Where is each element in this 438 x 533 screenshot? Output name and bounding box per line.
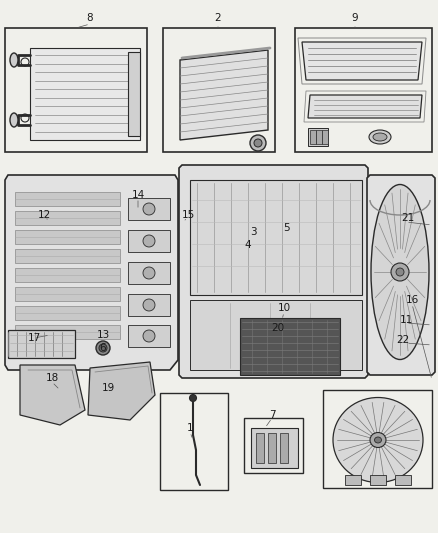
Bar	[15, 325, 120, 339]
Text: 20: 20	[272, 323, 285, 333]
Ellipse shape	[374, 437, 381, 443]
Bar	[228, 222, 256, 266]
Text: 12: 12	[37, 210, 51, 220]
Bar	[160, 393, 228, 490]
Bar	[128, 198, 170, 220]
Text: 6: 6	[100, 343, 106, 353]
Polygon shape	[20, 365, 85, 425]
Polygon shape	[179, 165, 368, 378]
Bar	[281, 231, 287, 245]
Bar	[15, 249, 120, 263]
Bar	[163, 28, 275, 152]
Ellipse shape	[370, 432, 386, 448]
Text: 15: 15	[181, 210, 194, 220]
Ellipse shape	[369, 130, 391, 144]
Bar	[280, 433, 288, 463]
Bar	[323, 390, 432, 488]
Bar	[218, 208, 305, 278]
Ellipse shape	[143, 299, 155, 311]
Ellipse shape	[10, 113, 18, 127]
Bar	[190, 180, 362, 295]
Polygon shape	[367, 175, 435, 375]
Ellipse shape	[396, 268, 404, 276]
Bar	[395, 475, 411, 485]
Text: 10: 10	[277, 303, 290, 313]
Text: 18: 18	[46, 373, 59, 383]
Bar	[322, 130, 328, 144]
Text: 14: 14	[131, 190, 145, 200]
Ellipse shape	[250, 135, 266, 151]
Ellipse shape	[10, 53, 18, 67]
Bar	[251, 428, 298, 468]
Bar	[15, 268, 120, 282]
Text: 4: 4	[245, 240, 251, 250]
Bar	[128, 294, 170, 316]
Text: 19: 19	[101, 383, 115, 393]
Bar	[8, 330, 75, 358]
Bar	[30, 48, 140, 140]
Ellipse shape	[254, 139, 262, 147]
Text: 2: 2	[215, 13, 221, 23]
Bar	[128, 52, 140, 136]
Bar	[256, 433, 264, 463]
Text: 22: 22	[396, 335, 410, 345]
Polygon shape	[5, 175, 178, 370]
Bar	[128, 230, 170, 252]
Ellipse shape	[371, 184, 429, 359]
Ellipse shape	[143, 267, 155, 279]
Bar	[5, 28, 147, 152]
Bar	[128, 262, 170, 284]
Polygon shape	[302, 42, 422, 80]
Ellipse shape	[391, 263, 409, 281]
Bar	[268, 433, 276, 463]
Bar	[15, 287, 120, 301]
Ellipse shape	[333, 398, 423, 482]
Ellipse shape	[96, 341, 110, 355]
Polygon shape	[308, 95, 422, 118]
Bar	[308, 128, 328, 146]
Text: 7: 7	[268, 410, 276, 420]
Bar	[262, 228, 298, 248]
Bar	[15, 192, 120, 206]
Bar	[265, 231, 271, 245]
Text: 5: 5	[283, 223, 290, 233]
Bar	[15, 306, 120, 320]
Ellipse shape	[143, 235, 155, 247]
Ellipse shape	[143, 330, 155, 342]
Bar	[345, 475, 361, 485]
Ellipse shape	[190, 394, 197, 401]
Text: 11: 11	[399, 315, 413, 325]
Bar	[15, 211, 120, 225]
Text: 9: 9	[352, 13, 358, 23]
Bar	[190, 300, 362, 370]
Bar	[316, 130, 322, 144]
Bar	[289, 231, 295, 245]
Ellipse shape	[99, 344, 107, 352]
Ellipse shape	[143, 203, 155, 215]
Polygon shape	[180, 50, 268, 140]
Bar	[128, 325, 170, 347]
Polygon shape	[240, 318, 340, 375]
Polygon shape	[88, 362, 155, 420]
Ellipse shape	[373, 133, 387, 141]
Bar	[244, 418, 303, 473]
Text: 16: 16	[406, 295, 419, 305]
Text: 3: 3	[250, 227, 256, 237]
Bar	[295, 28, 432, 152]
Text: 1: 1	[187, 423, 193, 433]
Text: 21: 21	[401, 213, 415, 223]
Text: 13: 13	[96, 330, 110, 340]
Text: 17: 17	[27, 333, 41, 343]
Bar	[370, 475, 386, 485]
Bar	[224, 218, 260, 270]
Bar	[310, 130, 316, 144]
Bar	[15, 230, 120, 244]
Text: 8: 8	[87, 13, 93, 23]
Bar	[273, 231, 279, 245]
